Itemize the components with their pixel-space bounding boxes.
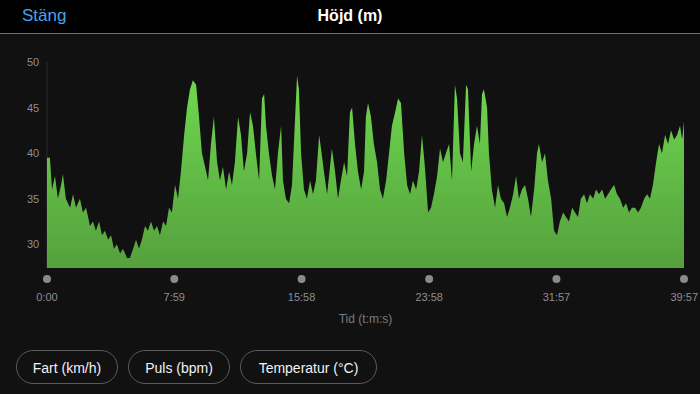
x-tick-label: 31:57 [543, 291, 571, 303]
elevation-area [47, 76, 684, 268]
x-tick-dot [43, 275, 51, 283]
plot-area [47, 76, 684, 268]
x-tick-dot [680, 275, 688, 283]
x-axis-label: Tid (t:m:s) [339, 312, 393, 326]
x-tick-label: 15:58 [288, 291, 316, 303]
close-button[interactable]: Stäng [22, 6, 66, 26]
x-tick-label: 0:00 [36, 291, 57, 303]
metric-button[interactable]: Fart (km/h) [16, 350, 118, 384]
y-tick-label: 30 [27, 238, 39, 250]
chart-title: Höjd (m) [0, 7, 700, 25]
x-tick-dot [425, 275, 433, 283]
x-tick-dot [552, 275, 560, 283]
metric-button[interactable]: Puls (bpm) [128, 350, 230, 384]
y-tick-label: 35 [27, 193, 39, 205]
x-tick-dot [298, 275, 306, 283]
x-tick-label: 23:58 [415, 291, 443, 303]
header-rule [0, 33, 700, 34]
x-tick-label: 39:57 [670, 291, 698, 303]
x-tick-dot [170, 275, 178, 283]
y-tick-label: 40 [27, 147, 39, 159]
x-tick-label: 7:59 [164, 291, 185, 303]
y-tick-label: 45 [27, 102, 39, 114]
metric-button[interactable]: Temperatur (°C) [240, 350, 377, 384]
chart-svg: 30 35 40 45 50 0:00 7:59 15:58 23:58 31:57 39:57 Ti… [0, 0, 700, 394]
chart-holder: 30 35 40 45 50 0:00 7:59 15:58 23:58 31:57 39:57 Ti… [0, 0, 700, 394]
y-tick-label: 50 [27, 56, 39, 68]
